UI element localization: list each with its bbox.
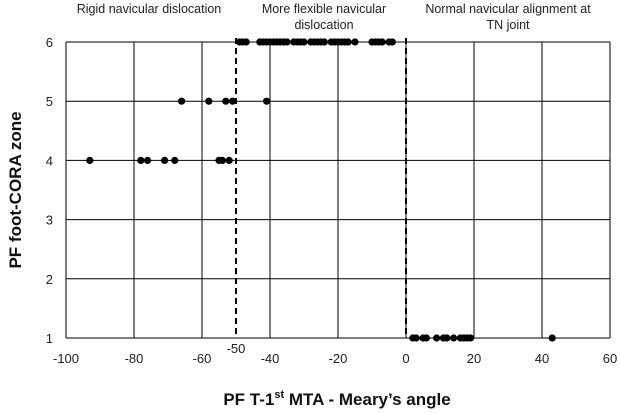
data-point (171, 156, 179, 164)
data-point (388, 38, 396, 46)
data-point (344, 38, 352, 46)
x-tick-label: -40 (261, 351, 280, 366)
y-tick-label: 3 (46, 213, 53, 228)
grid-lines (65, 41, 611, 339)
x-tick-label: -100 (53, 351, 79, 366)
x-tick-label: 40 (535, 351, 549, 366)
tick-labels: -100 -80 -60 -40 -20 0 20 40 60 1 2 3 4 5 6 (46, 35, 617, 366)
x-tick-label: -20 (329, 351, 348, 366)
data-point (450, 334, 458, 342)
data-point (222, 97, 230, 105)
x-tick-label: 0 (402, 351, 409, 366)
data-point (137, 156, 145, 164)
region-label-line: Rigid navicular dislocation (77, 2, 222, 16)
reference-line-label: -50 (227, 341, 246, 356)
x-tick-label: -60 (193, 351, 212, 366)
region-label: Rigid navicular dislocation (77, 2, 222, 16)
data-point (86, 156, 94, 164)
data-points (86, 38, 556, 342)
y-tick-label: 4 (46, 153, 53, 168)
data-point (443, 334, 451, 342)
x-tick-label: -80 (125, 351, 144, 366)
data-point (178, 97, 186, 105)
x-tick-label: 60 (603, 351, 617, 366)
data-point (218, 156, 226, 164)
reference-lines: -50 (227, 38, 407, 356)
x-axis-title-rest: MTA - Meary’s angle (284, 390, 451, 409)
data-point (351, 38, 359, 46)
data-point (412, 334, 420, 342)
data-point (229, 97, 237, 105)
data-point (548, 334, 556, 342)
x-axis-title-superscript: st (274, 389, 284, 401)
data-point (144, 156, 152, 164)
data-point (300, 38, 308, 46)
region-label: Normal navicular alignment at TN joint (425, 2, 591, 32)
y-tick-label: 6 (46, 35, 53, 50)
data-point (378, 38, 386, 46)
data-point (320, 38, 328, 46)
data-point (467, 334, 475, 342)
x-axis-title-main: PF T-1 (223, 390, 274, 409)
data-point (433, 334, 441, 342)
y-tick-label: 5 (46, 94, 53, 109)
data-point (422, 334, 430, 342)
data-point (242, 38, 250, 46)
data-point (205, 97, 213, 105)
x-tick-label: 20 (467, 351, 481, 366)
data-point (225, 156, 233, 164)
y-tick-label: 2 (46, 272, 53, 287)
data-point (283, 38, 291, 46)
x-axis-title: PF T-1st MTA - Meary’s angle (223, 389, 450, 409)
data-point (263, 97, 271, 105)
region-label-line: TN joint (486, 18, 530, 32)
data-point (161, 156, 169, 164)
y-axis-title: PF foot-CORA zone (6, 111, 25, 268)
region-label-line: dislocation (294, 18, 353, 32)
region-label-line: Normal navicular alignment at (425, 2, 591, 16)
region-labels: Rigid navicular dislocation More flexible… (77, 2, 591, 32)
region-label-line: More flexible navicular (262, 2, 386, 16)
region-label: More flexible navicular dislocation (262, 2, 386, 32)
y-tick-label: 1 (46, 331, 53, 346)
